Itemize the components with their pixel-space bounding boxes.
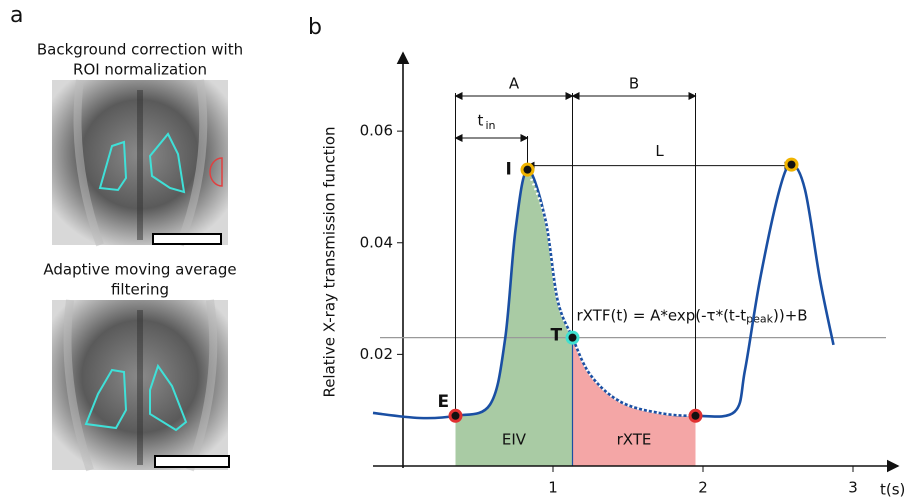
x-tick-label: 3 xyxy=(848,479,858,497)
caption: ROI normalization xyxy=(73,61,207,79)
caption: Background correction with xyxy=(37,41,243,59)
xray-image xyxy=(52,80,228,245)
x-tick-label: 1 xyxy=(548,479,558,497)
caption: Adaptive moving average xyxy=(43,261,236,279)
point-label: E xyxy=(438,392,450,412)
panel-label: b xyxy=(308,15,322,40)
point-label: T xyxy=(551,326,563,346)
span-label: in xyxy=(486,119,496,132)
formula-part: rXTF(t) = A*exp(-τ*(t-t xyxy=(577,306,747,324)
caption: filtering xyxy=(111,281,169,299)
x-axis-label: t(s) xyxy=(880,481,905,499)
key-point-center xyxy=(569,334,577,342)
panel-label: a xyxy=(10,3,23,28)
point-label: I xyxy=(506,160,512,180)
formula: rXTF(t) = A*exp(-τ*(t-tpeak))+B xyxy=(577,306,808,326)
x-tick-label: 2 xyxy=(698,479,708,497)
span-label: A xyxy=(509,75,520,93)
eiv-region xyxy=(456,170,573,466)
formula-part: peak xyxy=(746,313,773,326)
figure: a Background correction with ROI normali… xyxy=(0,0,914,502)
key-point-center xyxy=(692,412,700,420)
y-tick-label: 0.02 xyxy=(360,345,393,363)
key-point-center xyxy=(524,166,532,174)
xray-image xyxy=(52,300,229,470)
y-tick-label: 0.06 xyxy=(360,122,393,140)
y-tick-label: 0.04 xyxy=(360,233,393,251)
span-label: B xyxy=(629,75,639,93)
curve xyxy=(373,165,834,419)
region-label: rXTE xyxy=(617,431,652,449)
formula-part: ))+B xyxy=(773,306,808,324)
y-axis-label: Relative X-ray transmission function xyxy=(321,126,339,397)
region-label: EIV xyxy=(502,431,527,449)
key-point-center xyxy=(788,161,796,169)
key-point-center xyxy=(452,412,460,420)
span-label: L xyxy=(655,142,664,160)
span-label: t xyxy=(478,112,484,130)
